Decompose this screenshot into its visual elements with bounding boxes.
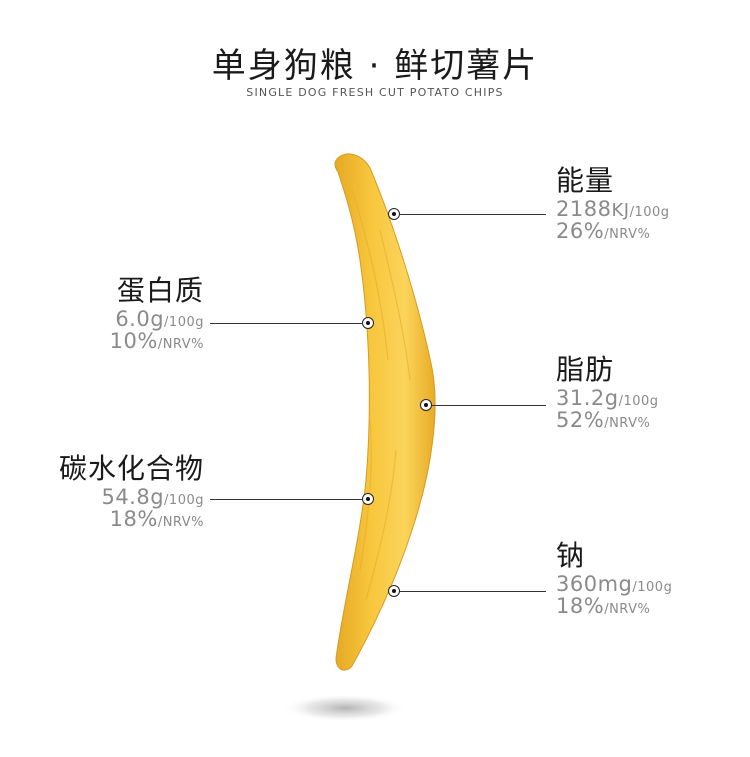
protein-value: 6.0g xyxy=(115,307,165,331)
fat-nrv: /NRV% xyxy=(604,416,651,431)
chip-body xyxy=(334,153,436,671)
protein-marker-icon xyxy=(362,317,374,329)
nutrient-fat: 脂肪 31.2g/100g 52%/NRV% xyxy=(556,356,659,431)
energy-percent: 26% xyxy=(556,219,605,243)
fat-leader-line xyxy=(432,405,546,406)
protein-percent: 10% xyxy=(109,329,158,353)
sodium-label: 钠 xyxy=(556,539,586,572)
energy-value: 2188 xyxy=(556,197,612,221)
chip-texture xyxy=(351,189,411,601)
energy-per: /100g xyxy=(629,205,670,220)
protein-per: /100g xyxy=(164,315,204,330)
energy-leader-line xyxy=(400,214,546,215)
fat-value-row: 31.2g/100g xyxy=(556,388,659,409)
sodium-leader-line xyxy=(400,591,546,592)
carbohydrate-nrv: /NRV% xyxy=(157,515,204,530)
protein-leader-line xyxy=(210,323,362,324)
energy-nrv-row: 26%/NRV% xyxy=(556,221,670,242)
sodium-percent: 18% xyxy=(556,594,605,618)
fat-value: 31.2g xyxy=(556,386,619,410)
protein-label: 蛋白质 xyxy=(116,274,204,307)
nutrient-protein: 蛋白质 6.0g/100g 10%/NRV% xyxy=(110,277,204,352)
sodium-nrv: /NRV% xyxy=(604,602,651,617)
carbohydrate-label: 碳水化合物 xyxy=(58,452,204,485)
carbohydrate-percent: 18% xyxy=(109,507,158,531)
nutrient-carbohydrate: 碳水化合物 54.8g/100g 18%/NRV% xyxy=(59,455,204,530)
fat-marker-icon xyxy=(420,399,432,411)
carbohydrate-nrv-row: 18%/NRV% xyxy=(59,509,204,530)
fat-nrv-row: 52%/NRV% xyxy=(556,410,659,431)
sodium-value: 360mg xyxy=(556,572,633,596)
page-subtitle: SINGLE DOG FRESH CUT POTATO CHIPS xyxy=(246,86,504,99)
energy-unit: KJ xyxy=(611,200,630,221)
fat-per: /100g xyxy=(618,394,659,409)
sodium-marker-icon xyxy=(388,585,400,597)
energy-value-row: 2188KJ/100g xyxy=(556,199,670,220)
carbohydrate-leader-line xyxy=(210,499,362,500)
sodium-nrv-row: 18%/NRV% xyxy=(556,596,672,617)
protein-nrv-row: 10%/NRV% xyxy=(110,331,204,352)
fat-percent: 52% xyxy=(556,408,605,432)
protein-nrv: /NRV% xyxy=(157,337,204,352)
fat-label: 脂肪 xyxy=(556,353,615,386)
carbohydrate-value-row: 54.8g/100g xyxy=(59,487,204,508)
nutrient-sodium: 钠 360mg/100g 18%/NRV% xyxy=(556,542,672,617)
page-title: 单身狗粮 · 鲜切薯片 xyxy=(211,46,539,86)
protein-value-row: 6.0g/100g xyxy=(110,309,204,330)
energy-nrv: /NRV% xyxy=(604,227,651,242)
energy-label: 能量 xyxy=(556,164,615,197)
carbohydrate-per: /100g xyxy=(164,493,204,508)
nutrient-energy: 能量 2188KJ/100g 26%/NRV% xyxy=(556,167,670,242)
carbohydrate-marker-icon xyxy=(362,493,374,505)
chip-shadow xyxy=(283,694,407,722)
carbohydrate-value: 54.8g xyxy=(101,485,165,509)
sodium-value-row: 360mg/100g xyxy=(556,574,672,595)
sodium-per: /100g xyxy=(632,580,673,595)
energy-marker-icon xyxy=(388,208,400,220)
